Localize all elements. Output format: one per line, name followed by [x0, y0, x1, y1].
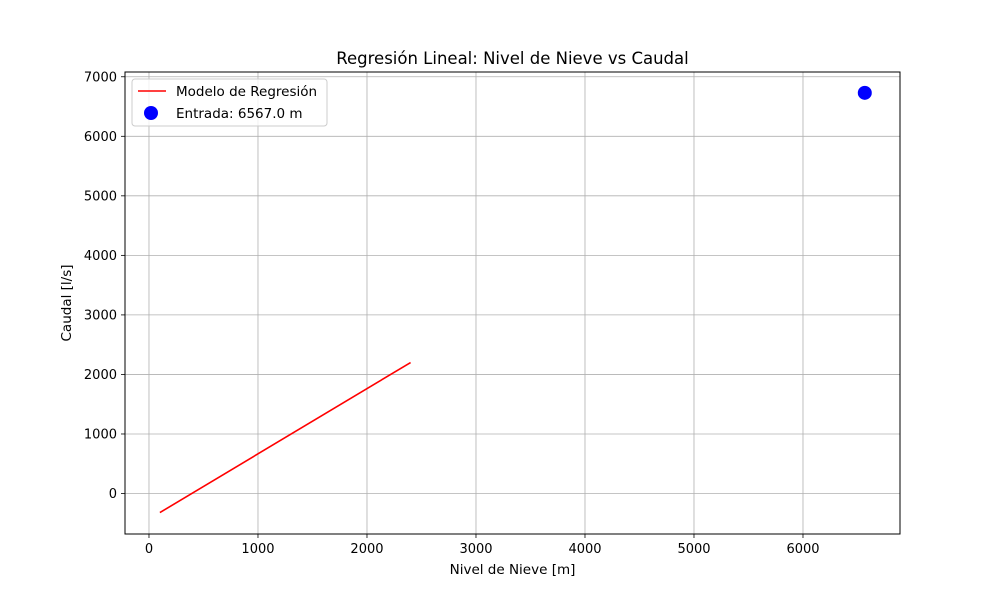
chart-title: Regresión Lineal: Nivel de Nieve vs Caud… [336, 49, 688, 68]
y-tick-label: 0 [109, 487, 117, 502]
x-tick-label: 1000 [241, 542, 274, 557]
x-tick-label: 0 [145, 542, 153, 557]
x-tick-label: 4000 [568, 542, 601, 557]
legend: Modelo de Regresión Entrada: 6567.0 m [131, 78, 328, 127]
x-tick-label: 3000 [459, 542, 492, 557]
x-tick-label: 2000 [350, 542, 383, 557]
series-layer [159, 85, 872, 514]
y-tick-label: 4000 [84, 249, 117, 264]
input-point [857, 85, 872, 100]
y-tick-label: 3000 [84, 308, 117, 323]
y-tick-label: 2000 [84, 368, 117, 383]
y-axis-ticks: 0 1000 2000 3000 4000 5000 6000 7000 [84, 70, 125, 502]
x-tick-label: 6000 [786, 542, 819, 557]
plot-frame [124, 71, 901, 535]
y-tick-label: 7000 [84, 70, 117, 85]
regression-line [159, 361, 411, 514]
legend-scatter-marker [144, 106, 158, 120]
y-tick-label: 6000 [84, 130, 117, 145]
x-tick-label: 5000 [677, 542, 710, 557]
legend-label-regression: Modelo de Regresión [176, 84, 317, 100]
legend-label-input: Entrada: 6567.0 m [176, 106, 303, 122]
legend-box [131, 78, 328, 127]
y-tick-label: 5000 [84, 189, 117, 204]
y-axis-label: Caudal [l/s] [59, 264, 75, 341]
grid [125, 72, 900, 534]
x-axis-ticks: 0 1000 2000 3000 4000 5000 6000 [145, 534, 820, 557]
y-tick-label: 1000 [84, 427, 117, 442]
x-axis-label: Nivel de Nieve [m] [450, 562, 576, 578]
